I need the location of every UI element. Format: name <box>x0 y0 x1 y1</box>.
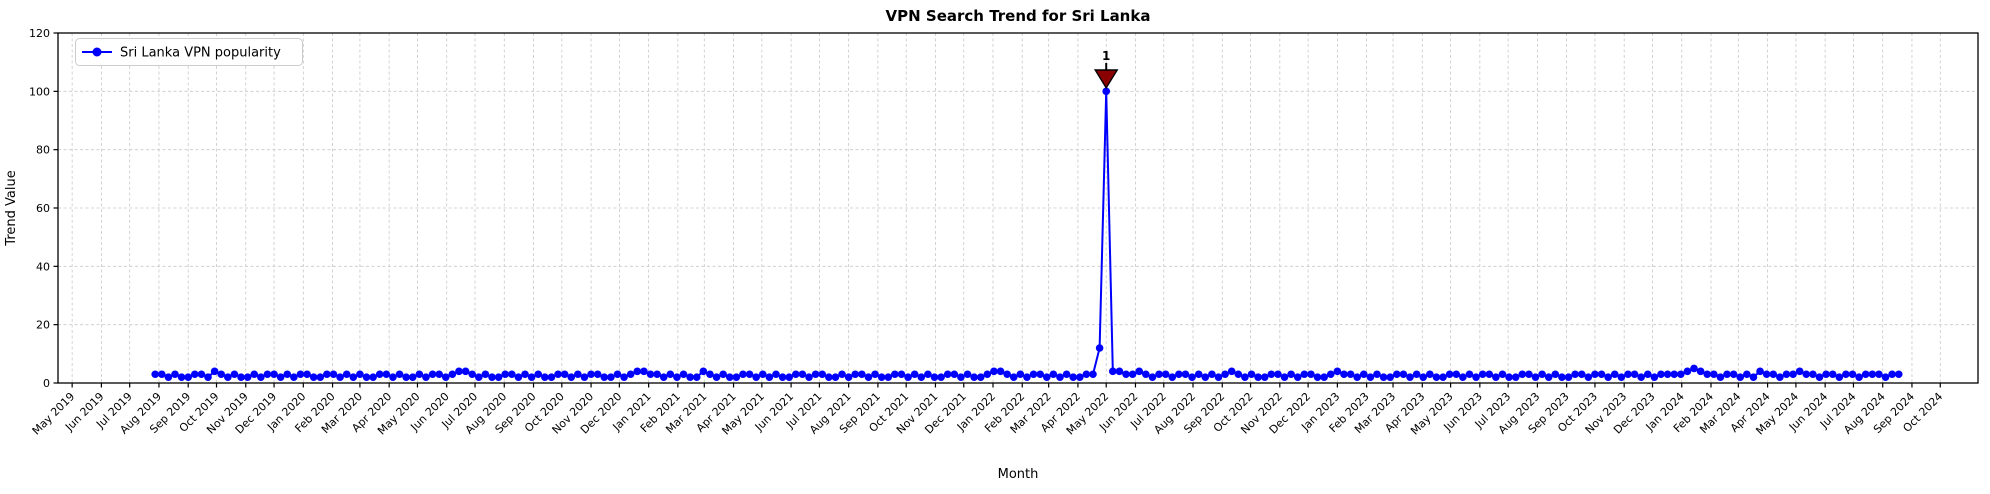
peak-annotation: 1 <box>1093 49 1119 90</box>
trend-line-series <box>151 87 1903 381</box>
peak-annotation-label: 1 <box>1102 49 1110 63</box>
x-axis-label: Month <box>998 467 1039 482</box>
svg-text:40: 40 <box>36 260 50 273</box>
y-axis-label: Trend Value <box>4 170 19 246</box>
grid-lines <box>58 32 1978 384</box>
svg-text:0: 0 <box>43 377 50 390</box>
svg-text:120: 120 <box>29 27 50 40</box>
legend-marker-icon <box>92 47 102 57</box>
svg-text:100: 100 <box>29 85 50 98</box>
legend-box <box>75 38 303 66</box>
svg-text:60: 60 <box>36 202 50 215</box>
svg-text:80: 80 <box>36 144 50 157</box>
plot-border <box>57 32 1979 384</box>
legend-label: Sri Lanka VPN popularity <box>120 46 281 61</box>
legend: Sri Lanka VPN popularity <box>75 38 303 66</box>
peak-annotation-arrow <box>1093 69 1119 90</box>
svg-text:20: 20 <box>36 319 50 332</box>
chart-title: VPN Search Trend for Sri Lanka <box>886 7 1151 25</box>
y-axis-ticks: 0 20 40 60 80 100 120 <box>29 27 58 390</box>
